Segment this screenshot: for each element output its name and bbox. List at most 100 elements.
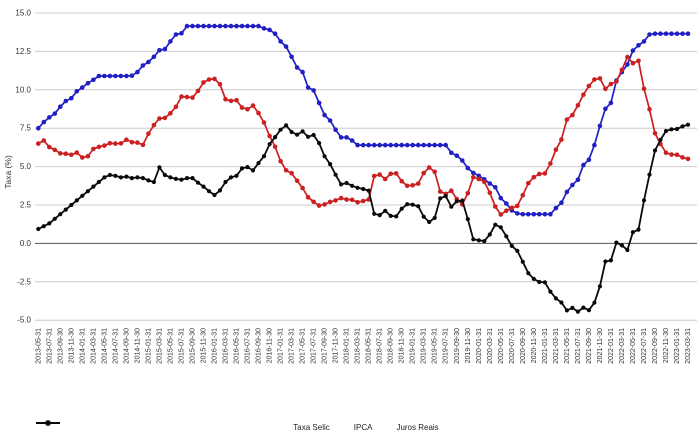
data-point (179, 177, 184, 182)
data-point (96, 144, 102, 150)
data-point (206, 23, 212, 29)
data-point (454, 199, 459, 204)
data-point (311, 199, 316, 205)
data-point (449, 188, 454, 193)
x-tick-label: 2018-01-31 (344, 328, 351, 364)
data-point (575, 177, 581, 182)
data-point (399, 206, 404, 211)
data-point (603, 86, 608, 92)
series-line (37, 25, 688, 216)
data-point (261, 26, 267, 31)
x-tick-label: 2016-09-30 (256, 328, 263, 364)
data-point (482, 179, 487, 185)
data-point (317, 141, 322, 146)
data-point (526, 211, 531, 217)
data-point (306, 134, 311, 139)
data-point (377, 172, 383, 177)
data-point (201, 184, 206, 189)
data-point (250, 168, 256, 173)
data-point (652, 131, 658, 136)
data-point (570, 305, 575, 310)
data-point (575, 309, 581, 314)
data-point (360, 198, 366, 204)
data-point (476, 238, 481, 243)
data-point (437, 189, 443, 194)
data-point (36, 141, 41, 146)
data-point (146, 131, 151, 136)
data-point (102, 175, 107, 180)
x-tick-label: 2020-11-30 (531, 328, 538, 363)
data-point (135, 140, 140, 145)
x-tick-label: 2020-01-31 (476, 328, 483, 364)
x-tick-label: 2018-09-30 (388, 328, 395, 364)
data-point (80, 193, 85, 198)
x-tick-label: 2020-07-31 (509, 328, 516, 364)
x-tick-label: 2014-07-31 (112, 328, 119, 364)
data-point (267, 142, 272, 147)
data-point (278, 127, 283, 132)
data-point (526, 271, 531, 276)
data-point (394, 214, 399, 219)
data-point (63, 98, 69, 104)
x-tick-label: 2016-01-31 (211, 328, 218, 364)
data-point (328, 162, 333, 167)
data-point (498, 212, 504, 217)
data-point (493, 222, 498, 227)
data-point (559, 300, 564, 305)
legend-label: IPCA (353, 422, 373, 432)
data-point (377, 213, 382, 218)
data-point (371, 142, 377, 148)
data-point (113, 73, 118, 79)
data-point (570, 112, 575, 118)
data-point (575, 103, 581, 108)
data-point (47, 115, 52, 120)
x-tick-label: 2019-11-30 (465, 328, 472, 363)
series-taxa-selic (36, 23, 691, 217)
data-point (504, 208, 509, 213)
y-tick-label: 7.5 (20, 124, 32, 133)
data-point (113, 173, 118, 178)
data-point (542, 211, 548, 217)
data-point (669, 152, 674, 157)
data-point (685, 31, 691, 36)
data-point (151, 54, 157, 60)
data-point (223, 96, 228, 102)
data-point (531, 174, 537, 180)
data-point (69, 152, 74, 158)
data-point (531, 211, 537, 217)
data-point (498, 225, 503, 230)
x-tick-label: 2022-01-31 (608, 328, 615, 364)
data-point (140, 176, 145, 181)
data-point (663, 31, 669, 36)
x-tick-label: 2021-11-30 (597, 328, 604, 363)
data-point (652, 31, 658, 36)
data-point (404, 183, 410, 189)
data-point (162, 115, 168, 121)
x-tick-label: 2022-05-31 (630, 328, 637, 364)
x-tick-label: 2019-03-31 (421, 328, 428, 364)
data-point (206, 77, 212, 82)
data-point (52, 147, 58, 153)
data-point (383, 208, 388, 213)
data-point (581, 305, 586, 310)
data-point (581, 162, 586, 168)
data-point (537, 171, 542, 177)
data-point (91, 184, 96, 189)
data-point (234, 97, 239, 103)
x-tick-label: 2015-01-31 (145, 328, 152, 364)
data-point (96, 179, 101, 185)
data-point (58, 104, 63, 109)
x-axis-ticks: 2013-05-31 2013-07-31 2013-09-30 2013-11-30… (35, 328, 692, 364)
data-point (625, 247, 630, 253)
data-point (63, 207, 68, 212)
data-point (647, 107, 652, 112)
data-point (338, 135, 344, 140)
data-point (322, 154, 327, 159)
y-axis-title: Taxa (%) (3, 155, 13, 189)
data-point (195, 88, 201, 94)
data-point (460, 158, 465, 163)
data-point (603, 259, 608, 264)
x-tick-label: 2013-07-31 (46, 328, 53, 364)
data-point (586, 157, 592, 162)
